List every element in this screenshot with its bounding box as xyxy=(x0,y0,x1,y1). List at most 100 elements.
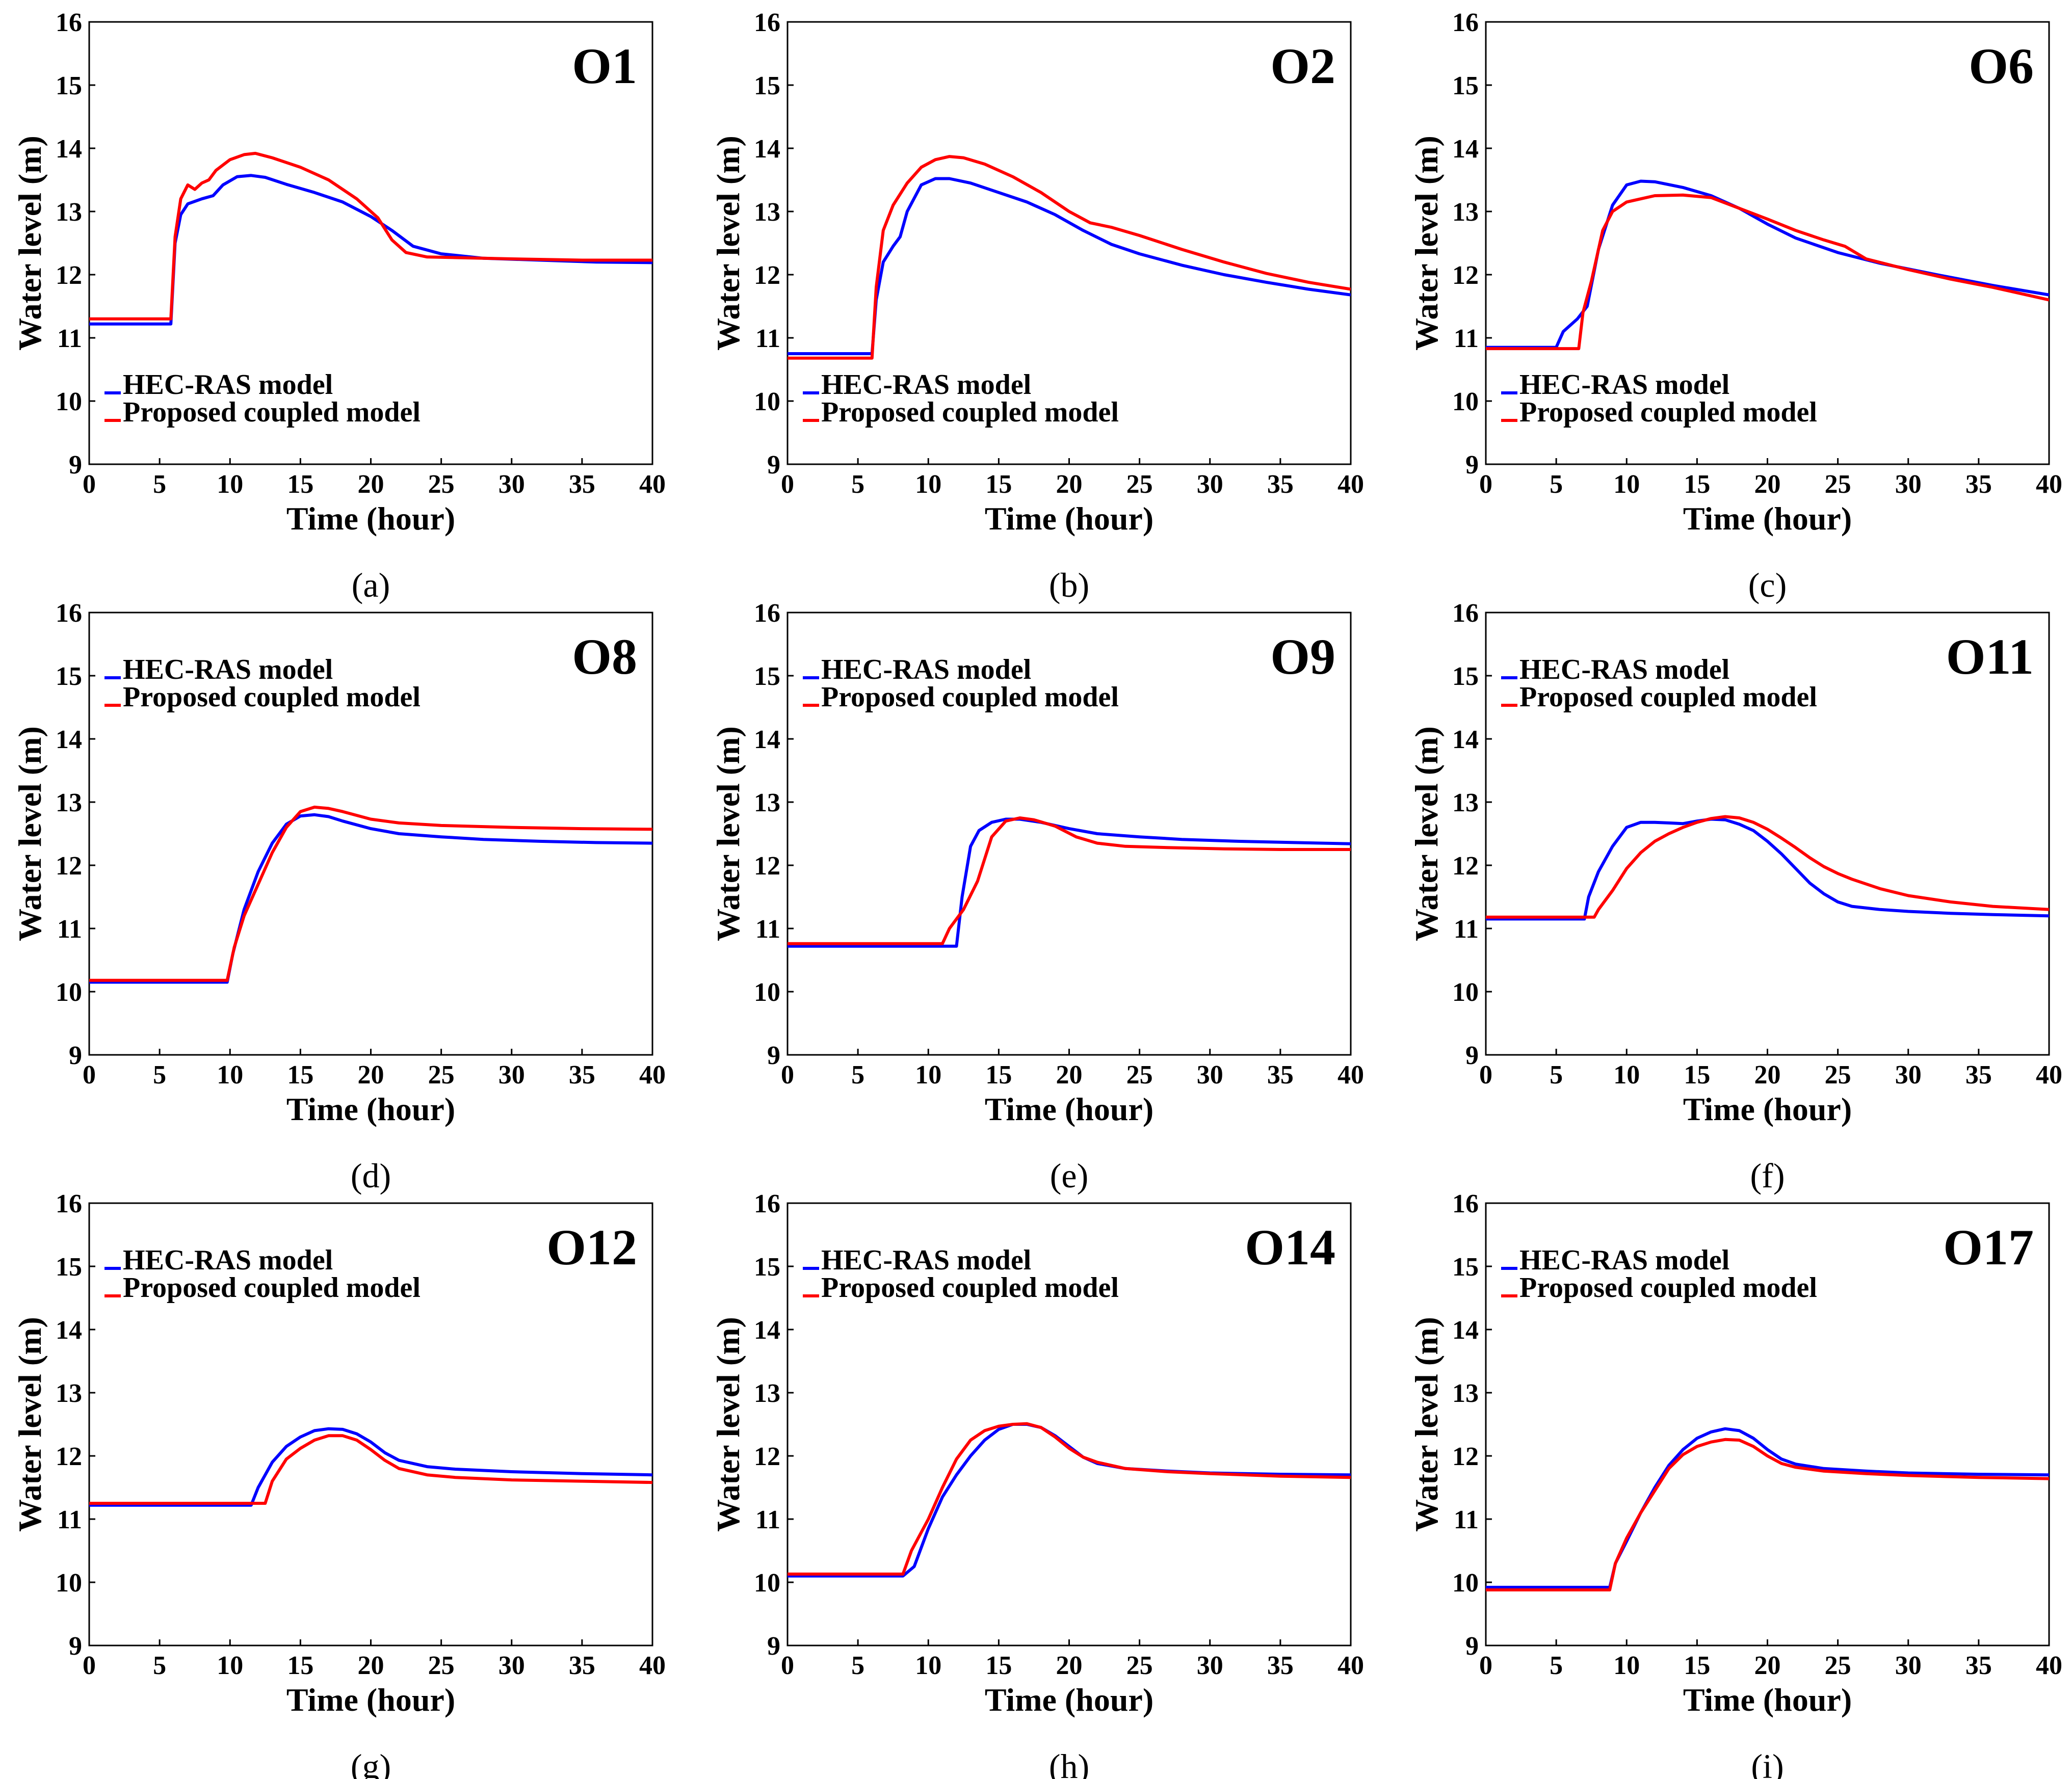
x-tick-label: 30 xyxy=(1197,470,1223,499)
x-axis-label: Time (hour) xyxy=(286,1682,455,1718)
y-tick-label: 10 xyxy=(1452,978,1479,1007)
panel-label: (h) xyxy=(1049,1747,1089,1779)
y-axis-label: Water level (m) xyxy=(12,136,48,351)
x-tick-label: 15 xyxy=(287,470,313,499)
y-tick-label: 11 xyxy=(57,915,82,944)
y-tick-label: 15 xyxy=(1452,662,1479,691)
y-tick-label: 12 xyxy=(1452,1442,1479,1471)
x-tick-label: 0 xyxy=(83,1060,96,1090)
series-line-coupled xyxy=(788,1422,1351,1576)
legend-entry: HEC-RAS model xyxy=(821,654,1031,685)
y-tick-label: 14 xyxy=(1452,135,1479,164)
station-title: O6 xyxy=(1969,38,2034,94)
series-line-coupled xyxy=(788,155,1351,360)
y-tick-label: 13 xyxy=(56,788,82,817)
x-tick-label: 30 xyxy=(1895,1651,1922,1680)
y-axis-label: Water level (m) xyxy=(12,1317,48,1532)
y-tick-label: 11 xyxy=(57,324,82,353)
x-tick-label: 5 xyxy=(1550,1060,1563,1090)
x-tick-label: 0 xyxy=(781,1651,794,1680)
x-tick-label: 25 xyxy=(1825,1651,1851,1680)
legend-entry: Proposed coupled model xyxy=(821,1272,1119,1304)
y-tick-label: 10 xyxy=(56,1569,82,1598)
y-tick-label: 12 xyxy=(1452,261,1479,290)
y-tick-label: 14 xyxy=(1452,725,1479,754)
y-tick-label: 10 xyxy=(56,978,82,1007)
x-axis-label: Time (hour) xyxy=(1683,1091,1852,1127)
x-tick-label: 20 xyxy=(1754,1651,1781,1680)
x-tick-label: 25 xyxy=(1126,470,1153,499)
x-tick-label: 5 xyxy=(851,1060,864,1090)
y-tick-label: 9 xyxy=(1465,1041,1479,1070)
y-tick-label: 11 xyxy=(1454,915,1479,944)
y-tick-label: 11 xyxy=(755,324,780,353)
x-tick-label: 30 xyxy=(1197,1060,1223,1090)
y-tick-label: 13 xyxy=(1452,788,1479,817)
x-axis-label: Time (hour) xyxy=(985,1091,1153,1127)
chart-panel-5: 0 5 10 15 20 25 30 35 40 9 10 11 12 13 14 15 16 Time (hou… xyxy=(710,599,1364,1195)
station-title: O8 xyxy=(572,628,637,685)
y-tick-label: 13 xyxy=(1452,198,1479,227)
y-tick-label: 11 xyxy=(755,1505,780,1534)
x-tick-label: 5 xyxy=(153,1060,166,1090)
y-tick-label: 12 xyxy=(1452,852,1479,881)
x-tick-label: 5 xyxy=(1550,1651,1563,1680)
y-tick-label: 9 xyxy=(1465,1632,1479,1661)
y-tick-label: 16 xyxy=(1452,599,1479,628)
y-tick-label: 11 xyxy=(1454,1505,1479,1534)
y-axis-label: Water level (m) xyxy=(710,726,746,941)
series-line-hec-ras xyxy=(89,174,652,326)
x-tick-label: 40 xyxy=(1337,470,1364,499)
x-tick-label: 15 xyxy=(1684,470,1710,499)
x-tick-label: 5 xyxy=(851,470,864,499)
x-tick-label: 30 xyxy=(1895,1060,1922,1090)
legend-entry: HEC-RAS model xyxy=(1519,1244,1729,1276)
y-tick-label: 9 xyxy=(69,450,82,480)
y-tick-label: 14 xyxy=(1452,1316,1479,1345)
series-line-coupled xyxy=(1486,193,2049,351)
x-tick-label: 20 xyxy=(358,1651,384,1680)
x-tick-label: 25 xyxy=(428,470,455,499)
x-tick-label: 20 xyxy=(1056,1060,1083,1090)
y-tick-label: 16 xyxy=(56,8,82,37)
x-tick-label: 35 xyxy=(1965,470,1992,499)
y-tick-label: 15 xyxy=(1452,1253,1479,1282)
station-title: O17 xyxy=(1943,1219,2034,1276)
legend-entry: HEC-RAS model xyxy=(1519,654,1729,685)
y-tick-label: 13 xyxy=(1452,1379,1479,1408)
series-line-coupled xyxy=(1486,1438,2049,1591)
x-tick-label: 20 xyxy=(1754,470,1781,499)
legend-entry: Proposed coupled model xyxy=(821,681,1119,713)
y-tick-label: 10 xyxy=(56,387,82,416)
series-line-hec-ras xyxy=(89,1427,652,1507)
x-tick-label: 15 xyxy=(287,1060,313,1090)
x-tick-label: 20 xyxy=(358,1060,384,1090)
x-axis-label: Time (hour) xyxy=(985,500,1153,537)
legend-entry: HEC-RAS model xyxy=(821,1244,1031,1276)
legend-entry: Proposed coupled model xyxy=(123,1272,421,1304)
series-line-hec-ras xyxy=(1486,1427,2049,1589)
x-axis-label: Time (hour) xyxy=(1683,500,1852,537)
y-tick-label: 11 xyxy=(755,915,780,944)
chart-panel-9: 0 5 10 15 20 25 30 35 40 9 10 11 12 13 14 15 16 Time (hou… xyxy=(1408,1189,2062,1779)
x-tick-label: 35 xyxy=(569,470,595,499)
x-tick-label: 40 xyxy=(2036,470,2062,499)
y-axis-label: Water level (m) xyxy=(710,136,746,351)
x-tick-label: 10 xyxy=(217,1060,243,1090)
chart-panel-4: 0 5 10 15 20 25 30 35 40 9 10 11 12 13 14 15 16 Time (hou… xyxy=(12,599,666,1195)
series-line-coupled xyxy=(89,1434,652,1505)
panel-label: (a) xyxy=(352,566,390,604)
x-tick-label: 0 xyxy=(781,1060,794,1090)
station-title: O14 xyxy=(1245,1219,1335,1276)
legend-entry: Proposed coupled model xyxy=(1519,681,1817,713)
legend-entry: Proposed coupled model xyxy=(821,396,1119,428)
y-tick-label: 9 xyxy=(69,1041,82,1070)
chart-panel-7: 0 5 10 15 20 25 30 35 40 9 10 11 12 13 14 15 16 Time (hou… xyxy=(12,1189,666,1779)
panel-label: (g) xyxy=(351,1747,391,1779)
x-tick-label: 35 xyxy=(569,1060,595,1090)
x-tick-label: 15 xyxy=(985,1651,1012,1680)
series-line-coupled xyxy=(89,151,652,321)
y-tick-label: 13 xyxy=(56,198,82,227)
y-tick-label: 9 xyxy=(1465,450,1479,480)
panel-label: (e) xyxy=(1050,1156,1088,1195)
